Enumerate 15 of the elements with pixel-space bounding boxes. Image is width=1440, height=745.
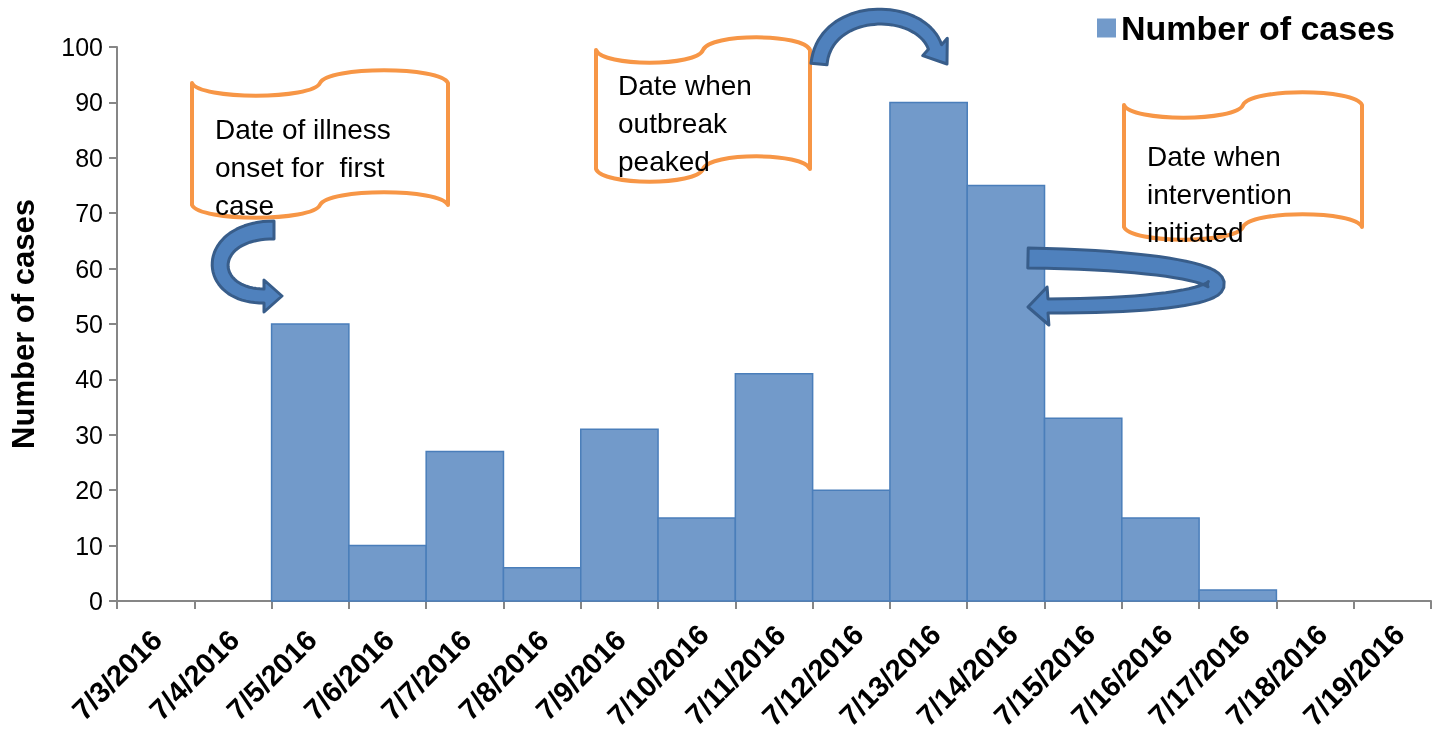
y-tick-label: 50 bbox=[75, 310, 103, 338]
y-tick-label: 30 bbox=[75, 420, 103, 449]
y-tick-label: 40 bbox=[75, 365, 103, 394]
y-tick-label: 80 bbox=[75, 143, 103, 172]
y-tick-label: 100 bbox=[61, 33, 103, 61]
y-tick-label: 90 bbox=[75, 88, 103, 117]
annotation: Date when outbreak peaked bbox=[618, 69, 752, 179]
y-axis-title: Number of cases bbox=[6, 199, 41, 449]
y-tick-label: 10 bbox=[75, 531, 103, 560]
annotation: Date of illness onset for first case bbox=[215, 113, 391, 223]
y-tick-label: 70 bbox=[75, 199, 103, 228]
y-tick-label: 20 bbox=[75, 476, 103, 505]
y-tick-label: 0 bbox=[89, 587, 103, 615]
y-tick-label: 60 bbox=[75, 254, 103, 283]
legend-label: Number of cases bbox=[1121, 9, 1396, 47]
